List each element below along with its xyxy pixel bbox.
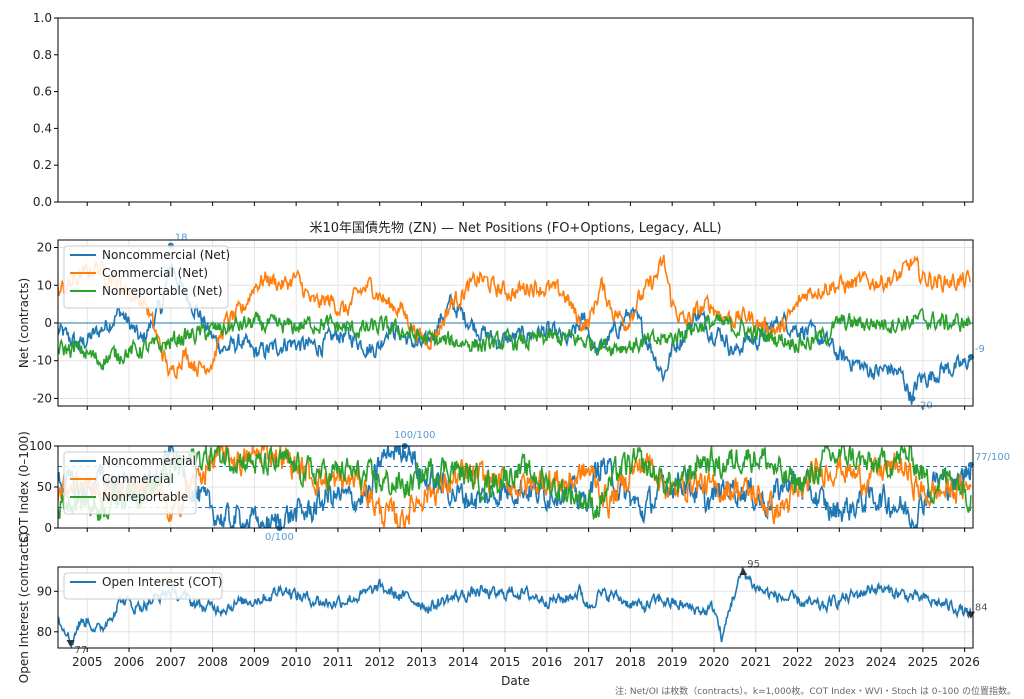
annotation-label: 77	[75, 645, 88, 656]
legend-label: Nonreportable	[102, 490, 188, 504]
legend-box	[63, 572, 223, 600]
y-tick-label: 80	[37, 625, 52, 639]
x-tick-label: 2025	[908, 655, 939, 669]
panel-cot: 0 50 100 100/100 0/100 77/100 COT Index (0–100…	[17, 430, 1010, 543]
series-line	[58, 446, 972, 528]
extreme-marker	[66, 639, 75, 647]
x-tick-label: 2020	[699, 655, 730, 669]
x-tick-label: 2006	[114, 655, 145, 669]
x-tick-label: 2023	[824, 655, 855, 669]
chart-title: 米10年国債先物 (ZN) — Net Positions (FO+Option…	[309, 221, 721, 236]
series-line	[58, 567, 972, 648]
x-tick-label: 2018	[615, 655, 646, 669]
y-tick-label: 1.0	[33, 11, 52, 25]
legend-label: Commercial (Net)	[102, 266, 208, 280]
legend-box	[63, 451, 197, 515]
series-line	[58, 261, 972, 405]
x-tick-label: 2011	[323, 655, 354, 669]
y-tick-label: 20	[37, 241, 52, 255]
x-tick-label: 2022	[782, 655, 813, 669]
x-tick-label: 2016	[532, 655, 563, 669]
y-tick-label: 0	[44, 316, 52, 330]
y-tick-label: 0.6	[33, 85, 52, 99]
axes-frame	[57, 239, 974, 407]
legend: Open Interest (COT)	[63, 572, 223, 600]
legend-label: Noncommercial	[102, 454, 196, 468]
x-tick-label: 2019	[657, 655, 688, 669]
y-tick-label: 0.8	[33, 48, 52, 62]
annotation-label: 18	[175, 233, 188, 244]
x-tick-label: 2005	[72, 655, 103, 669]
y-tick-label: 50	[37, 480, 52, 494]
x-axis-label: Date	[501, 674, 530, 688]
y-tick-label: -20	[32, 391, 52, 405]
legend-label: Nonreportable (Net)	[102, 284, 223, 298]
annotation-label: 77/100	[975, 452, 1010, 463]
series-line	[58, 254, 971, 380]
extreme-marker	[739, 568, 748, 576]
series-line	[58, 446, 972, 522]
annotation-label: 100/100	[394, 430, 436, 441]
legend-label: Commercial	[102, 472, 174, 486]
extreme-marker	[967, 353, 974, 360]
legend-label: Noncommercial (Net)	[102, 248, 230, 262]
y-tick-label: 0	[44, 521, 52, 535]
axes-frame	[57, 566, 974, 649]
x-tick-label: 2015	[490, 655, 521, 669]
y-tick-label: 0.2	[33, 158, 52, 172]
axes-frame	[57, 445, 974, 529]
x-tick-label: 2026	[949, 655, 980, 669]
x-tick-label: 2008	[197, 655, 228, 669]
panel-oi: 80 90 77 95 84 Open Interest (contracts) Open …	[17, 532, 988, 683]
annotation-label: 95	[747, 559, 760, 570]
footnote: 注: Net/OI は枚数（contracts）。k=1,000枚。COT In…	[614, 687, 1016, 697]
x-tick-label: 2017	[573, 655, 604, 669]
y-axis-label: Open Interest (contracts)	[17, 532, 31, 683]
annotation-label: 84	[975, 603, 988, 614]
y-tick-label: 100	[29, 439, 52, 453]
extreme-marker	[909, 395, 916, 402]
extreme-marker	[967, 461, 974, 468]
y-tick-label: -10	[32, 354, 52, 368]
y-axis-label: Net (contracts)	[17, 278, 31, 368]
y-tick-label: 0.4	[33, 121, 52, 135]
annotation-label: 0/100	[265, 532, 294, 543]
y-axis-label: COT Index (0–100)	[17, 431, 31, 543]
series-line	[58, 307, 972, 371]
legend: Noncommercial Commercial Nonreportable	[63, 451, 197, 515]
legend-box	[63, 245, 229, 309]
legend: Noncommercial (Net) Commercial (Net) Nonre…	[63, 245, 230, 309]
panel-top: 0.0 0.2 0.4 0.6 0.8 1.0	[33, 11, 974, 209]
x-tick-label: 2009	[239, 655, 270, 669]
annotation-label: -9	[975, 344, 985, 355]
x-tick-label: 2007	[156, 655, 187, 669]
y-tick-label: 10	[37, 278, 52, 292]
x-tick-label: 2024	[866, 655, 897, 669]
x-tick-label: 2012	[364, 655, 395, 669]
x-tick-label: 2021	[740, 655, 771, 669]
x-tick-label: 2014	[448, 655, 479, 669]
x-tick-label: 2013	[406, 655, 437, 669]
y-tick-label: 90	[37, 584, 52, 598]
legend-label: Open Interest (COT)	[102, 575, 222, 589]
x-tick-label: 2010	[281, 655, 312, 669]
axes-frame	[57, 17, 974, 203]
y-tick-label: 0.0	[33, 195, 52, 209]
